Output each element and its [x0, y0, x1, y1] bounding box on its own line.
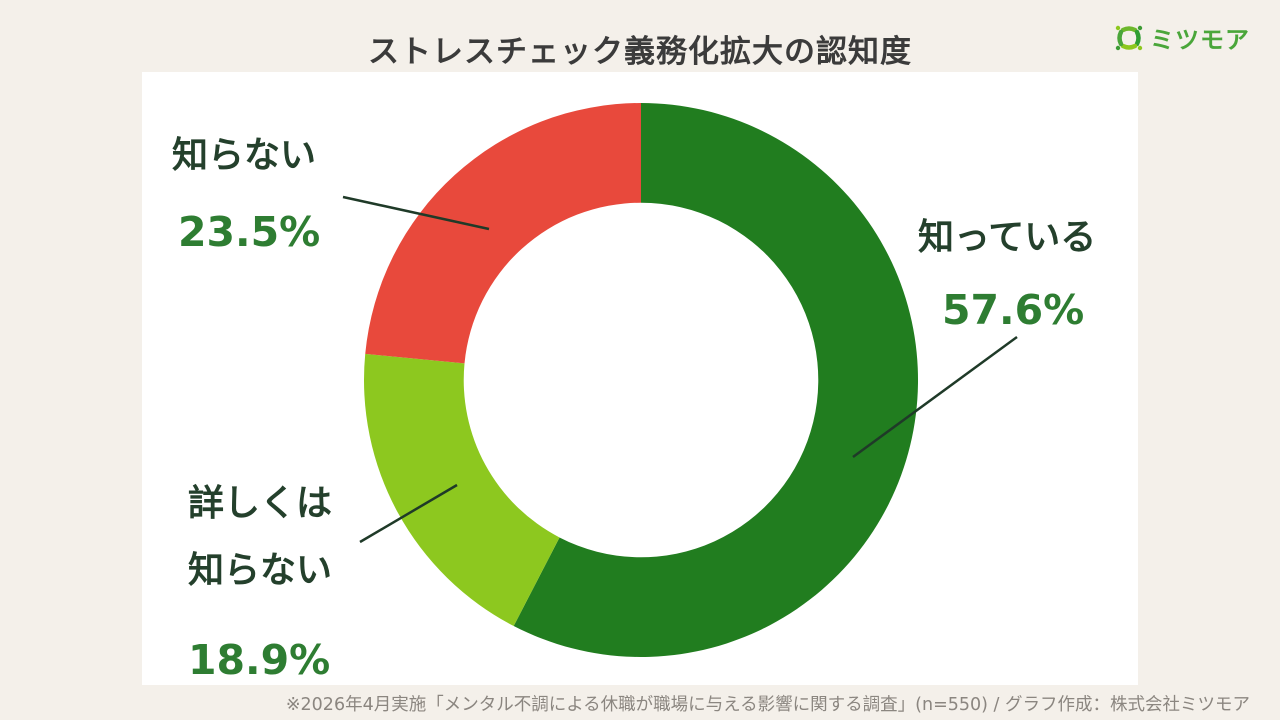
- page-title: ストレスチェック義務化拡大の認知度: [368, 34, 912, 70]
- segment-label-shiranai: 知らない: [172, 135, 317, 176]
- leader-line-top-left: [342, 195, 490, 231]
- segment-label-kuwashiku-line2: 知らない: [188, 550, 333, 591]
- leader-line-bottom-left: [359, 483, 458, 544]
- brand-logo: ミツモア: [1114, 20, 1250, 55]
- donut-segments: [364, 102, 919, 657]
- source-footnote: ※2026年4月実施「メンタル不調による休職が職場に与える影響に関する調査」(n…: [285, 695, 1250, 715]
- brand-logo-text: ミツモア: [1150, 26, 1250, 54]
- chart-panel: 知らない 23.5% 知っている 57.6% 詳しくは 知らない 18.9%: [142, 72, 1138, 685]
- donut-segment-2: [365, 102, 641, 364]
- segment-label-shitteiru: 知っている: [918, 217, 1097, 258]
- mitsumoa-logo-icon: [1114, 23, 1144, 53]
- segment-label-kuwashiku-line1: 詳しくは: [188, 483, 333, 524]
- annotation-shiranai: 知らない 23.5%: [172, 135, 321, 257]
- leader-line-right: [852, 335, 1018, 459]
- donut-chart: [342, 102, 1018, 657]
- donut-segment-1: [364, 353, 560, 627]
- annotation-kuwashiku-shiranai: 詳しくは 知らない 18.9%: [188, 470, 332, 684]
- segment-value-kuwashiku: 18.9%: [188, 636, 331, 684]
- segment-value-shitteiru: 57.6%: [942, 286, 1085, 334]
- donut-segment-0: [513, 103, 919, 657]
- segment-value-shiranai: 23.5%: [178, 208, 321, 256]
- annotation-shitteiru: 知っている 57.6%: [918, 217, 1097, 335]
